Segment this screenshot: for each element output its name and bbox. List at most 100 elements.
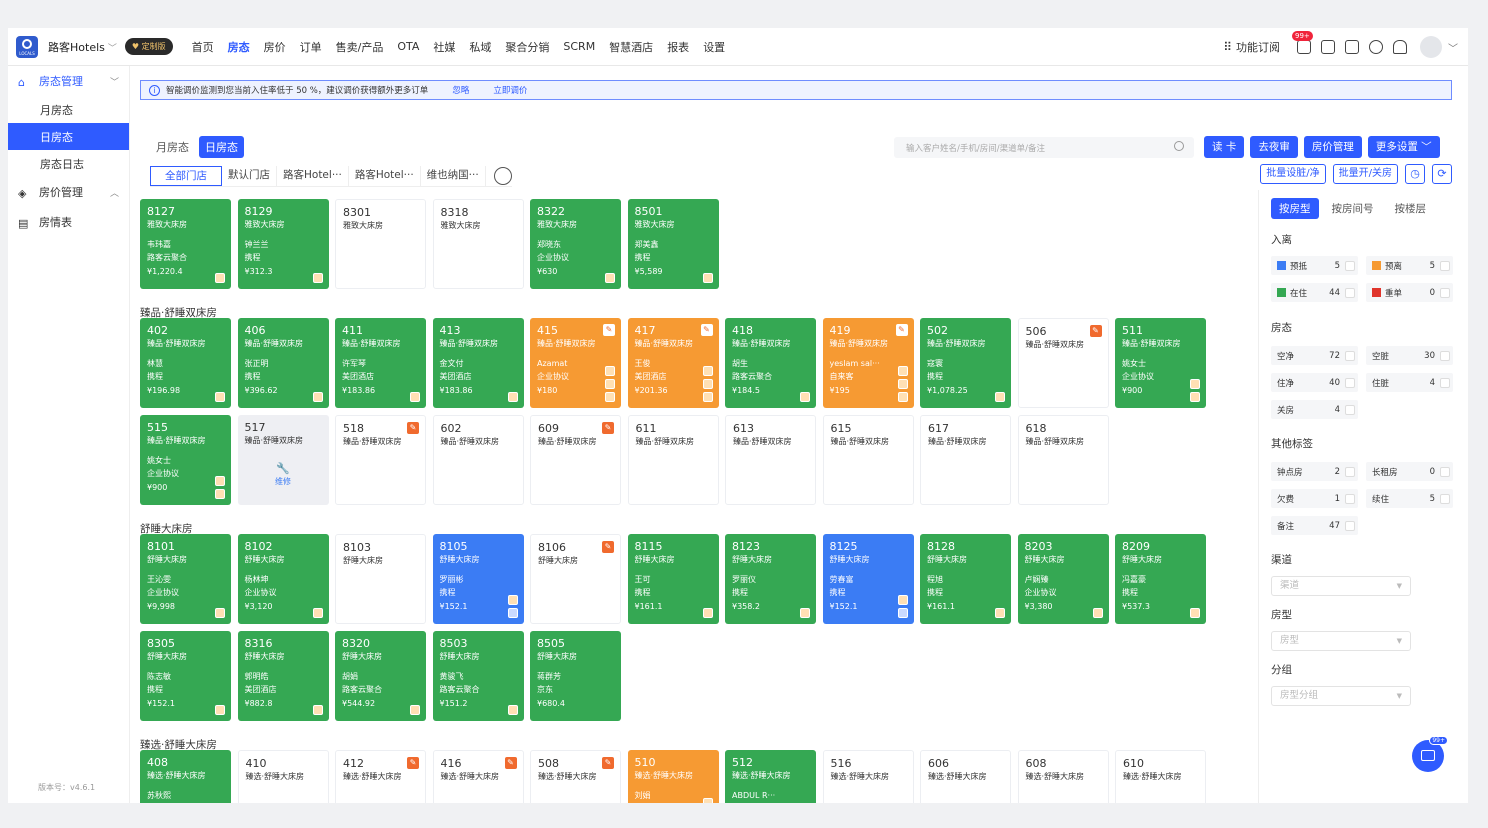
room-card[interactable]: 406 臻品·舒睡双床房 张正明 携程 ¥396.62 <box>237 318 329 408</box>
filter-stat[interactable]: 预抵 5 <box>1271 256 1358 275</box>
group-select[interactable]: 房型分组 ▼ <box>1271 686 1411 706</box>
room-card[interactable]: 8305 舒睡大床房 陈志敏 携程 ¥152.1 <box>140 631 231 721</box>
room-card[interactable]: 502 臻品·舒睡双床房 寇寰 携程 ¥1,078.25 <box>920 318 1011 408</box>
refresh-icon[interactable]: ⟳ <box>1432 164 1452 184</box>
filter-checkbox[interactable] <box>1440 493 1450 504</box>
store-tab[interactable]: 全部门店 <box>150 165 222 186</box>
message-icon[interactable]: 99+ <box>1292 31 1313 54</box>
roomtype-select[interactable]: 房型 ▼ <box>1271 631 1411 651</box>
chat-support-button[interactable]: 99+ <box>1412 736 1448 772</box>
clock-icon[interactable]: ◷ <box>1405 164 1425 184</box>
menu-item[interactable]: 房价 <box>263 40 286 54</box>
filter-checkbox[interactable] <box>1345 493 1355 504</box>
room-card[interactable]: 410 臻选·舒睡大床房 <box>237 750 329 803</box>
room-card[interactable]: 416 臻选·舒睡大床房 ✎ <box>432 750 524 803</box>
room-card[interactable]: 8128 舒睡大床房 程旭 携程 ¥161.1 <box>920 534 1011 624</box>
room-card[interactable]: 615 臻品·舒睡双床房 <box>822 415 914 505</box>
room-card[interactable]: 417 臻品·舒睡双床房 王俊 美团酒店 ¥201.36 ✎ <box>627 318 719 408</box>
room-card[interactable]: 508 臻选·舒睡大床房 ✎ <box>530 750 621 803</box>
view-tab[interactable]: 日房态 <box>199 136 244 158</box>
menu-item[interactable]: 房态 <box>227 40 250 54</box>
view-tab[interactable]: 月房态 <box>156 141 189 154</box>
room-card[interactable]: 8101 舒睡大床房 王沁雯 企业协议 ¥9,998 <box>140 534 231 624</box>
group-by-tab[interactable]: 按楼层 <box>1394 203 1427 215</box>
store-tab[interactable]: 路客Hotel··· <box>277 165 349 186</box>
filter-checkbox[interactable] <box>1440 350 1450 361</box>
filter-stat[interactable]: 重单 0 <box>1366 283 1453 302</box>
room-card[interactable]: 8316 舒睡大床房 郭明皓 美团酒店 ¥882.8 <box>237 631 329 721</box>
filter-checkbox[interactable] <box>1345 466 1355 477</box>
store-tab[interactable]: 维也纳国··· <box>421 165 486 186</box>
brand-switcher[interactable]: 路客Hotels ﹀ <box>48 40 117 54</box>
room-card[interactable]: 413 臻品·舒睡双床房 金文付 美团酒店 ¥183.86 <box>432 318 524 408</box>
filter-checkbox[interactable] <box>1440 287 1450 298</box>
sidebar-group[interactable]: ◈ 房价管理 ︿ <box>8 177 129 207</box>
bell-icon[interactable] <box>1393 40 1407 54</box>
menu-item[interactable]: 聚合分销 <box>505 40 550 54</box>
room-card[interactable]: 402 臻品·舒睡双床房 林慧 携程 ¥196.98 <box>140 318 231 408</box>
chevron-down-icon[interactable]: ﹀ <box>1448 43 1458 55</box>
room-card[interactable]: 609 臻品·舒睡双床房 ✎ <box>530 415 621 505</box>
edit-icon[interactable] <box>1345 40 1359 54</box>
action-button[interactable]: 房价管理 <box>1303 136 1362 158</box>
room-card[interactable]: 8503 舒睡大床房 黄骏飞 路客云聚合 ¥151.2 <box>432 631 524 721</box>
store-tab[interactable]: 默认门店 <box>222 165 277 186</box>
room-card[interactable]: 610 臻选·舒睡大床房 <box>1115 750 1206 803</box>
filter-stat[interactable]: 长租房 0 <box>1366 462 1453 481</box>
filter-checkbox[interactable] <box>1345 404 1355 415</box>
room-card[interactable]: 8125 舒睡大床房 劳春富 携程 ¥152.1 <box>822 534 914 624</box>
room-card[interactable]: 8105 舒睡大床房 罗丽彬 携程 ¥152.1 <box>432 534 524 624</box>
brand-logo-icon[interactable]: LOCALS <box>16 35 38 58</box>
room-card[interactable]: 517 臻品·舒睡双床房 🔧 维修 <box>237 415 329 505</box>
action-button[interactable]: 去夜审 <box>1250 136 1298 158</box>
room-card[interactable]: 511 臻品·舒睡双床房 姚女士 企业协议 ¥900 <box>1115 318 1206 408</box>
room-card[interactable]: 8203 舒睡大床房 卢娴臻 企业协议 ¥3,380 <box>1017 534 1109 624</box>
room-card[interactable]: 515 臻品·舒睡双床房 姚女士 企业协议 ¥900 <box>140 415 231 505</box>
filter-stat[interactable]: 在住 44 <box>1271 283 1358 302</box>
room-card[interactable]: 518 臻品·舒睡双床房 ✎ <box>335 415 426 505</box>
channel-select[interactable]: 渠道 ▼ <box>1271 576 1411 596</box>
room-card[interactable]: 602 臻品·舒睡双床房 <box>432 415 524 505</box>
filter-stat[interactable]: 钟点房 2 <box>1271 462 1358 481</box>
menu-item[interactable]: OTA <box>397 40 420 53</box>
filter-checkbox[interactable] <box>1345 287 1355 298</box>
menu-item[interactable]: 首页 <box>191 40 214 54</box>
room-card[interactable]: 516 臻选·舒睡大床房 <box>822 750 914 803</box>
room-card[interactable]: 8123 舒睡大床房 罗丽仪 携程 ¥358.2 <box>725 534 816 624</box>
headset-icon[interactable] <box>1369 40 1383 54</box>
store-tab[interactable]: 路客Hotel··· <box>349 165 421 186</box>
filter-checkbox[interactable] <box>1345 260 1355 271</box>
calendar-icon[interactable] <box>1321 40 1335 54</box>
filter-stat[interactable]: 空脏 30 <box>1366 346 1453 365</box>
room-card[interactable]: 8103 舒睡大床房 <box>335 534 426 624</box>
batch-button[interactable]: 批量设脏/净 <box>1260 164 1326 184</box>
room-card[interactable]: 8115 舒睡大床房 王可 携程 ¥161.1 <box>627 534 719 624</box>
filter-checkbox[interactable] <box>1440 377 1450 388</box>
menu-item[interactable]: 智慧酒店 <box>609 40 654 54</box>
room-card[interactable]: 8505 舒睡大床房 蒋群芳 京东 ¥680.4 <box>530 631 621 721</box>
avatar[interactable] <box>1420 36 1442 58</box>
menu-item[interactable]: 设置 <box>703 40 726 54</box>
room-card[interactable]: 415 臻品·舒睡双床房 Azamat 企业协议 ¥180 ✎ <box>530 318 621 408</box>
room-card[interactable]: 8301 雅致大床房 <box>335 199 426 289</box>
function-subscribe-button[interactable]: ⠿ 功能订阅 <box>1223 40 1280 54</box>
room-card[interactable]: 8320 舒睡大床房 胡娟 路客云聚合 ¥544.92 <box>335 631 426 721</box>
alert-adjust-link[interactable]: 立即调价 <box>493 86 528 96</box>
room-card[interactable]: 418 臻品·舒睡双床房 胡生 路客云聚合 ¥184.5 <box>725 318 816 408</box>
room-card[interactable]: 8127 雅致大床房 韦玮嘉 路客云聚合 ¥1,220.4 <box>140 199 231 289</box>
menu-item[interactable]: 售卖/产品 <box>335 40 384 54</box>
filter-stat[interactable]: 关房 4 <box>1271 400 1358 419</box>
sidebar-item[interactable]: 房态日志 <box>40 157 84 171</box>
menu-item[interactable]: 订单 <box>299 40 322 54</box>
filter-checkbox[interactable] <box>1440 260 1450 271</box>
room-card[interactable]: 617 臻品·舒睡双床房 <box>920 415 1011 505</box>
filter-checkbox[interactable] <box>1440 466 1450 477</box>
room-card[interactable]: 506 臻品·舒睡双床房 ✎ <box>1017 318 1109 408</box>
room-card[interactable]: 8322 雅致大床房 郑晓东 企业协议 ¥630 <box>530 199 621 289</box>
room-card[interactable]: 8501 雅致大床房 郑美鑫 携程 ¥5,589 <box>627 199 719 289</box>
room-card[interactable]: 608 臻选·舒睡大床房 <box>1017 750 1109 803</box>
menu-item[interactable]: 社媒 <box>433 40 456 54</box>
sidebar-item[interactable]: 日房态 <box>8 123 129 150</box>
